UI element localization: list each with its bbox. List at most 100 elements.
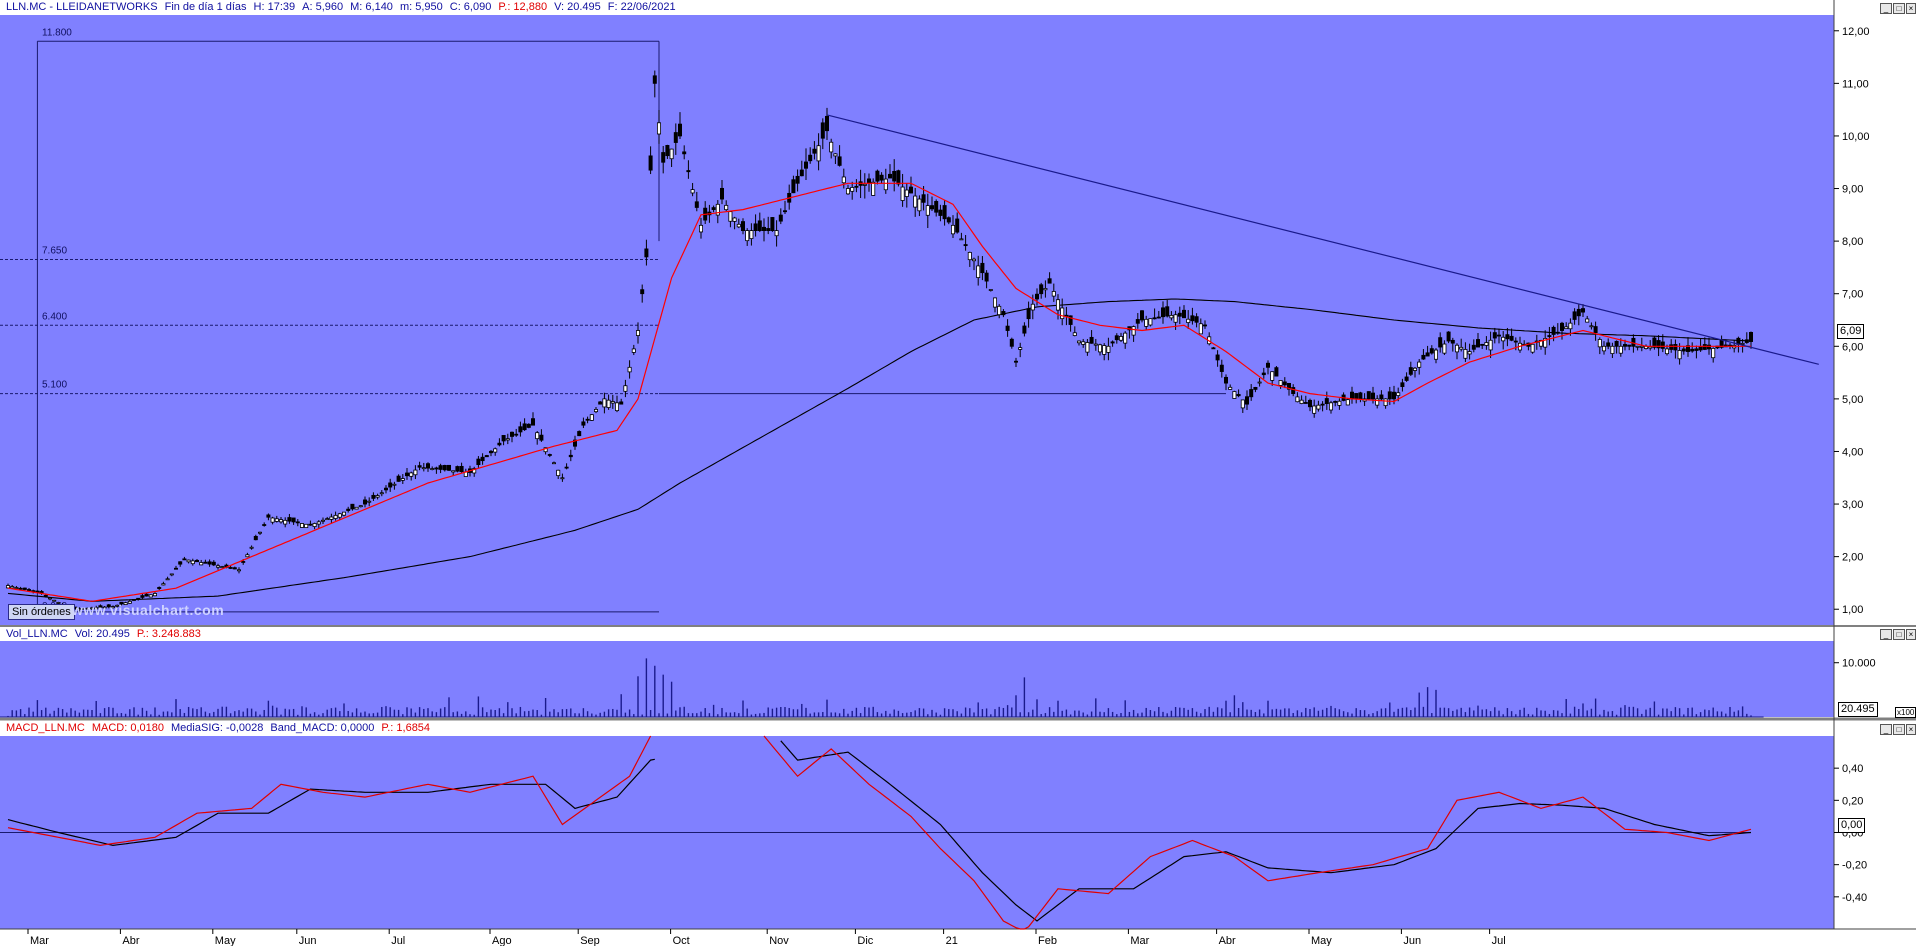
candle: [573, 435, 578, 450]
candle: [829, 138, 834, 159]
candle: [795, 169, 800, 192]
candle-body: [1690, 348, 1695, 352]
candle: [228, 565, 233, 570]
macd-maximize-button[interactable]: □: [1893, 724, 1905, 735]
candle-body: [955, 218, 960, 233]
candle: [430, 466, 435, 471]
candle-body: [1572, 311, 1577, 320]
candle-body: [867, 178, 872, 184]
candle-body: [48, 597, 53, 600]
price-plot-area: [0, 15, 1834, 625]
candle: [816, 133, 821, 171]
candle: [1480, 343, 1485, 350]
candle-body: [1551, 326, 1556, 335]
candle-body: [488, 450, 493, 454]
candle: [1425, 345, 1430, 357]
candle-body: [1509, 335, 1514, 341]
candle-body: [152, 593, 157, 597]
candle-body: [925, 205, 930, 216]
macd-minimize-button[interactable]: _: [1880, 724, 1892, 735]
candle: [446, 464, 451, 472]
candle: [820, 118, 825, 150]
candle: [665, 144, 670, 159]
candle-body: [804, 161, 809, 169]
candle-body: [1009, 338, 1014, 347]
candle-body: [1018, 347, 1023, 350]
candle-body: [375, 495, 380, 498]
candle: [165, 576, 170, 581]
candle-body: [1131, 326, 1136, 336]
price-close-button[interactable]: ×: [1906, 3, 1916, 14]
candle-body: [627, 366, 632, 373]
candle-body: [1266, 362, 1271, 368]
candle: [287, 513, 292, 524]
candle: [762, 218, 767, 242]
candle: [22, 587, 27, 591]
candle-body: [43, 594, 48, 597]
candle-body: [1602, 345, 1607, 352]
candle-body: [90, 607, 95, 610]
candle: [673, 123, 678, 155]
candle: [157, 586, 162, 591]
price-minimize-button[interactable]: _: [1880, 3, 1892, 14]
macd-line: [7, 735, 1752, 930]
candle-body: [1148, 318, 1153, 326]
candle-body: [1408, 367, 1413, 375]
level-label-5.100: 5.100: [42, 380, 67, 391]
candle: [568, 449, 573, 462]
candle-body: [1022, 325, 1027, 334]
candle: [1303, 395, 1308, 404]
candle: [1261, 367, 1266, 379]
candle: [636, 322, 641, 344]
candle-body: [1257, 381, 1262, 384]
macd-panel-header: MACD_LLN.MC MACD: 0,0180 MediaSIG: -0,0028…: [0, 721, 1836, 736]
volume-minimize-button[interactable]: _: [1880, 629, 1892, 640]
candle-body: [1026, 308, 1031, 320]
candle-body: [770, 217, 775, 232]
candle: [102, 605, 107, 609]
candle-body: [829, 141, 834, 153]
candle-body: [539, 434, 544, 441]
candle-body: [610, 401, 615, 404]
time-axis-label: Mar: [30, 935, 49, 946]
candle: [883, 168, 888, 194]
candle: [413, 465, 418, 480]
volume-close-button[interactable]: ×: [1906, 629, 1916, 640]
candle-body: [837, 156, 842, 166]
candle-body: [472, 468, 477, 474]
period-label: Fin de día 1 días: [164, 1, 247, 13]
candle-body: [1156, 316, 1161, 319]
candle: [1660, 334, 1665, 353]
candle: [383, 485, 388, 494]
candle: [623, 379, 628, 398]
candle-body: [728, 211, 733, 222]
candle-body: [816, 145, 821, 162]
candle-body: [505, 438, 510, 441]
macd-close-button[interactable]: ×: [1906, 724, 1916, 735]
candle: [417, 461, 422, 471]
candle: [783, 200, 788, 215]
candle-body: [442, 465, 447, 471]
candle-body: [119, 601, 124, 605]
price-maximize-button[interactable]: □: [1893, 3, 1905, 14]
candle: [1329, 400, 1334, 414]
sin-ordenes-button[interactable]: Sin órdenes: [8, 604, 75, 620]
candle-body: [1442, 343, 1447, 354]
candle: [1602, 341, 1607, 355]
candle-body: [825, 115, 830, 132]
candle-body: [1072, 332, 1077, 336]
candle-body: [980, 262, 985, 274]
candle: [808, 147, 813, 164]
candle-body: [1140, 310, 1145, 321]
volume-bars-group: [7, 658, 1752, 717]
candle-body: [946, 217, 951, 223]
volume-maximize-button[interactable]: □: [1893, 629, 1905, 640]
macd-y-tick-label: 0,40: [1842, 763, 1863, 775]
time-axis-label: Abr: [1219, 935, 1236, 946]
candle-body: [615, 402, 620, 412]
candle: [1131, 325, 1136, 342]
open-label: A: 5,960: [302, 1, 344, 13]
time-axis-label: Nov: [769, 935, 789, 946]
candle: [1417, 359, 1422, 375]
